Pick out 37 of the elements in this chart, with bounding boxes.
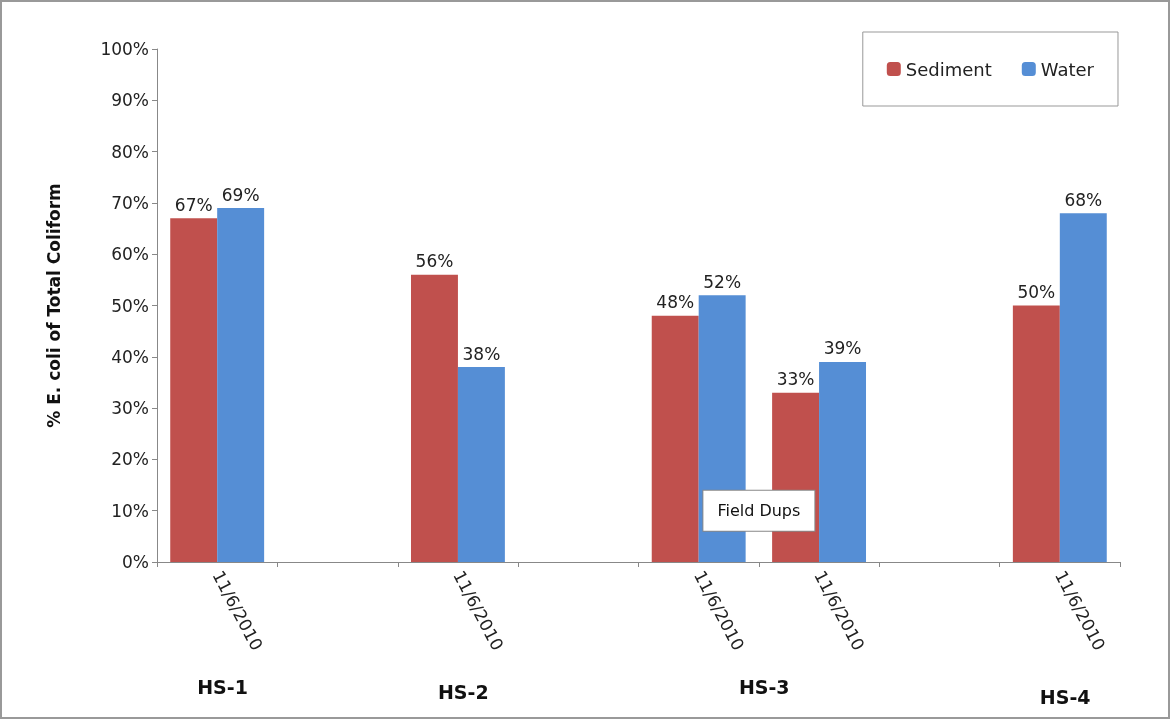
text: HS-4 [1039, 685, 1091, 708]
bar [1012, 305, 1060, 562]
legend-label: Sediment [905, 58, 992, 80]
y-tick-label: 60% [111, 244, 149, 265]
bar [819, 361, 867, 562]
data-label: 39% [823, 338, 862, 359]
y-axis-title: % E. coli of Total Coliform [43, 183, 64, 428]
bar [651, 315, 699, 562]
data-label: 56% [415, 251, 454, 272]
data-label: 67% [174, 194, 213, 215]
data-label: 48% [656, 292, 695, 313]
data-label: 52% [703, 271, 742, 292]
text: HS-1 [197, 675, 248, 698]
y-tick-label: 70% [111, 192, 149, 213]
y-tick-label: 50% [111, 295, 149, 316]
data-label: 38% [462, 343, 501, 364]
text: HS-3 [738, 675, 790, 698]
bar [1059, 213, 1107, 562]
y-tick-label: 100% [100, 39, 149, 59]
y-tick-label: 0% [122, 552, 149, 572]
bar [217, 208, 265, 562]
bar [410, 274, 458, 562]
y-tick-label: 80% [111, 141, 149, 162]
legend-label: Water [1040, 58, 1095, 80]
y-tick-label: 20% [111, 449, 149, 470]
y-tick-label: 10% [111, 500, 149, 521]
annotation: Field Dups [717, 501, 801, 521]
data-label: 50% [1017, 282, 1056, 302]
text: HS-2 [437, 680, 489, 703]
data-label: 33% [776, 369, 815, 390]
bar [457, 367, 505, 562]
bar [170, 218, 218, 562]
y-tick-label: 30% [111, 398, 149, 419]
y-tick-label: 40% [111, 346, 149, 367]
y-tick-label: 90% [111, 90, 149, 111]
data-label: 68% [1064, 189, 1103, 210]
data-label: 69% [221, 184, 260, 205]
